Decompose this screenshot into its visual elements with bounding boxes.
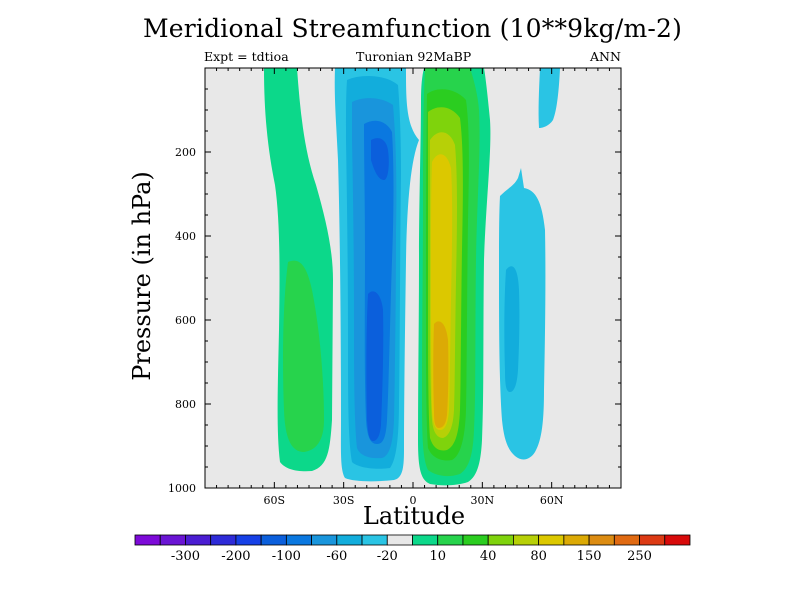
- colorbar-box: [563, 534, 590, 546]
- colorbar-box: [664, 534, 691, 546]
- colorbar-box: [134, 534, 161, 546]
- colorbar-box: [159, 534, 186, 546]
- chart-title: Meridional Streamfunction (10**9kg/m-2): [142, 14, 683, 43]
- colorbar-box: [210, 534, 237, 546]
- northern-hadley-positive-cell: [418, 68, 491, 486]
- y-tick-label: 600: [175, 314, 196, 327]
- y-tick-label: 1000: [168, 482, 196, 495]
- contour-fill: [433, 321, 449, 428]
- colorbar-label: -300: [171, 549, 200, 564]
- colorbar-box: [285, 534, 312, 546]
- colorbar: -300 -200 -100 -60 -20 10 40 80 150 250: [134, 534, 691, 564]
- axes: 60S 30S 0 30N 60N 200 400 600 800 1000: [168, 68, 622, 507]
- polar-negative-cell: [538, 68, 560, 128]
- contour-field: [264, 68, 560, 486]
- colorbar-box: [336, 534, 363, 546]
- contour-fill: [504, 266, 520, 392]
- colorbar-box: [437, 534, 464, 546]
- colorbar-box: [260, 534, 287, 546]
- colorbar-label: -60: [326, 549, 347, 564]
- colorbar-label: 40: [480, 549, 497, 564]
- colorbar-box: [412, 534, 439, 546]
- y-tick-label: 400: [175, 230, 196, 243]
- x-tick-label: 60N: [540, 494, 564, 507]
- contour-fill: [366, 291, 384, 441]
- southern-positive-cell: [264, 68, 333, 472]
- contour-fill: [371, 138, 389, 180]
- colorbar-box: [538, 534, 565, 546]
- colorbar-label: 80: [530, 549, 547, 564]
- colorbar-box: [235, 534, 262, 546]
- colorbar-label: 150: [577, 549, 602, 564]
- x-tick-label: 60S: [264, 494, 286, 507]
- southern-hadley-negative-cell: [334, 68, 419, 482]
- colorbar-box: [487, 534, 514, 546]
- x-tick-label: 30N: [471, 494, 495, 507]
- northern-negative-cell: [499, 168, 546, 460]
- colorbar-box: [361, 534, 388, 546]
- y-tick-label: 800: [175, 398, 196, 411]
- colorbar-box: [462, 534, 489, 546]
- colorbar-label: -20: [377, 549, 398, 564]
- x-axis-title: Latitude: [362, 502, 466, 530]
- colorbar-label: -200: [221, 549, 250, 564]
- colorbar-box: [588, 534, 615, 546]
- colorbar-label: 10: [429, 549, 446, 564]
- experiment-label: Expt = tdtioa: [204, 49, 289, 64]
- colorbar-box: [639, 534, 666, 546]
- colorbar-box: [386, 534, 413, 546]
- colorbar-label: 250: [627, 549, 652, 564]
- season-label: ANN: [590, 49, 621, 64]
- contour-fill: [538, 68, 560, 128]
- colorbar-box: [311, 534, 338, 546]
- y-tick-label: 200: [175, 146, 196, 159]
- colorbar-box: [185, 534, 212, 546]
- x-tick-label: 30S: [333, 494, 355, 507]
- period-label: Turonian 92MaBP: [356, 49, 472, 64]
- colorbar-box: [513, 534, 540, 546]
- colorbar-box: [613, 534, 640, 546]
- contour-fill: [283, 260, 324, 452]
- colorbar-label: -100: [272, 549, 301, 564]
- x-tick-label: 0: [410, 494, 417, 507]
